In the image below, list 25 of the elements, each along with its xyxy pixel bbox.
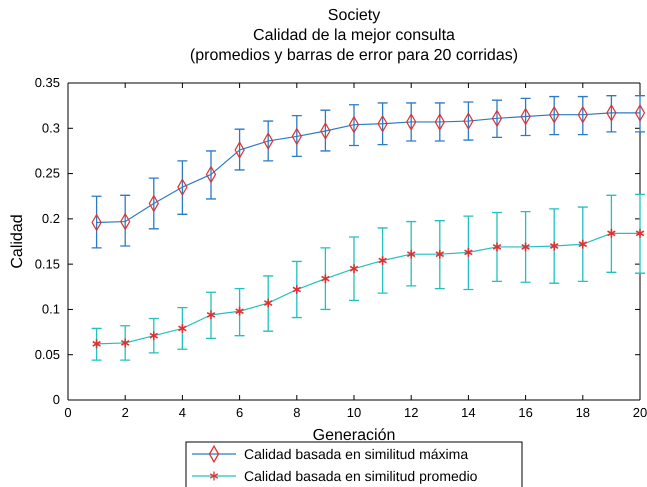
x-tick-label: 2 (122, 405, 129, 420)
x-tick-label: 10 (346, 405, 362, 420)
y-axis-title: Calidad (9, 214, 26, 269)
y-tick-label: 0.35 (34, 75, 60, 90)
x-tick-label: 12 (404, 405, 418, 420)
legend-label: Calidad basada en similitud máxima (244, 446, 468, 462)
y-tick-label: 0.05 (34, 346, 60, 362)
x-tick-label: 6 (236, 405, 244, 420)
y-tick-label: 0.1 (42, 302, 60, 317)
y-tick-label: 0 (52, 392, 60, 408)
x-tick-label: 16 (518, 405, 533, 420)
chart-subtitle: Calidad de la mejor consulta (promedios y barras de error para 20 corridas) (190, 27, 518, 64)
x-tick-label: 4 (178, 405, 186, 420)
chart-title: Society (328, 7, 380, 24)
y-tick-label: 0.2 (42, 211, 60, 226)
legend-label: Calidad basada en similitud promedio (244, 468, 478, 484)
x-tick-label: 8 (293, 405, 300, 420)
x-tick-label: 20 (632, 405, 647, 420)
y-tick-label: 0.3 (42, 120, 60, 136)
y-tick-label: 0.15 (34, 256, 60, 272)
y-tick-label: 0.25 (34, 166, 60, 181)
x-tick-label: 18 (576, 405, 590, 420)
x-axis-title: Generación (312, 427, 396, 444)
x-tick-label: 0 (64, 405, 72, 420)
x-tick-label: 14 (461, 405, 476, 420)
